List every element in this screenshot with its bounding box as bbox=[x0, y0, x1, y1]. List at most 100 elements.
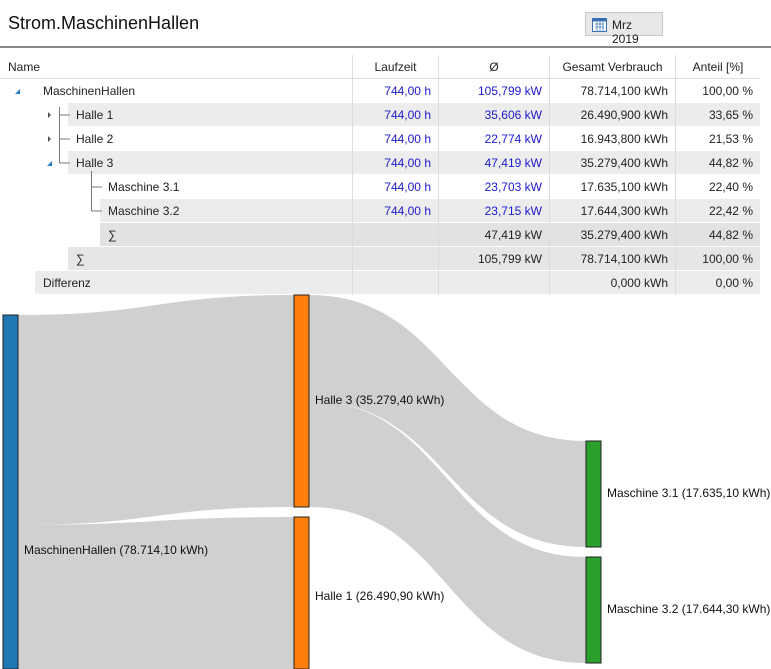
row-value: 22,42 % bbox=[708, 204, 753, 218]
column-separator bbox=[438, 127, 439, 151]
header-row bbox=[0, 55, 760, 79]
row-name: Halle 2 bbox=[76, 132, 114, 146]
node-label: Maschine 3.2 (17.644,30 kWh) bbox=[607, 602, 770, 616]
row-value: 100,00 % bbox=[702, 252, 753, 266]
row-name: ∑ bbox=[76, 252, 85, 266]
sankey-node bbox=[2, 314, 19, 669]
row-value: 78.714,100 kWh bbox=[580, 252, 668, 266]
column-separator bbox=[352, 223, 353, 247]
row-value: 78.714,100 kWh bbox=[580, 84, 668, 98]
row-value: 744,00 h bbox=[384, 156, 431, 170]
table-row[interactable] bbox=[35, 79, 760, 103]
row-value: 44,82 % bbox=[708, 228, 753, 242]
expander-open bbox=[47, 161, 52, 166]
tree-line bbox=[59, 107, 102, 212]
row-value: 105,799 kW bbox=[477, 252, 542, 266]
row-name: Maschine 3.2 bbox=[108, 204, 180, 218]
table-row[interactable] bbox=[68, 127, 760, 151]
period-label: Mrz 2019 bbox=[612, 18, 639, 46]
column-separator bbox=[438, 199, 439, 223]
column-separator bbox=[549, 271, 550, 295]
column-separator bbox=[675, 247, 676, 271]
column-header: Name bbox=[8, 60, 41, 74]
column-separator bbox=[549, 175, 550, 199]
node-label: Halle 1 (26.490,90 kWh) bbox=[315, 589, 444, 603]
divider bbox=[0, 46, 771, 48]
tree-lines bbox=[15, 89, 102, 212]
row-name: Differenz bbox=[43, 276, 91, 290]
row-value: 23,715 kW bbox=[484, 204, 542, 218]
table-row[interactable] bbox=[68, 151, 760, 175]
table-row[interactable] bbox=[100, 175, 760, 199]
column-separator bbox=[352, 199, 353, 223]
table-row[interactable] bbox=[68, 247, 760, 271]
column-separator bbox=[352, 103, 353, 127]
table-row[interactable] bbox=[35, 271, 760, 295]
column-separator bbox=[675, 199, 676, 223]
sankey-node bbox=[293, 294, 310, 508]
row-value: 47,419 kW bbox=[484, 228, 542, 242]
row-value: 744,00 h bbox=[384, 84, 431, 98]
column-separator bbox=[352, 271, 353, 295]
column-separator bbox=[675, 127, 676, 151]
column-separator bbox=[549, 199, 550, 223]
period-button[interactable]: Mrz 2019 bbox=[585, 12, 663, 46]
column-separator bbox=[438, 79, 439, 103]
row-value: 44,82 % bbox=[708, 156, 753, 170]
column-separator bbox=[438, 271, 439, 295]
column-header: Anteil [%] bbox=[675, 55, 760, 79]
column-separator bbox=[675, 223, 676, 247]
row-name: ∑ bbox=[108, 228, 117, 242]
row-value: 35,606 kW bbox=[484, 108, 542, 122]
expander-closed bbox=[48, 112, 51, 118]
column-separator bbox=[549, 247, 550, 271]
sankey-link bbox=[309, 295, 586, 547]
column-separator bbox=[352, 247, 353, 271]
row-value: 105,799 kW bbox=[477, 84, 542, 98]
row-value: 22,774 kW bbox=[484, 132, 542, 146]
expander-closed bbox=[48, 136, 51, 142]
row-value: 0,000 kWh bbox=[610, 276, 668, 290]
column-separator bbox=[438, 175, 439, 199]
sankey-link bbox=[309, 401, 586, 663]
column-separator bbox=[675, 103, 676, 127]
sankey-node bbox=[585, 440, 602, 548]
column-separator bbox=[438, 103, 439, 127]
column-separator bbox=[438, 151, 439, 175]
column-separator bbox=[549, 79, 550, 103]
column-separator bbox=[438, 247, 439, 271]
column-separator bbox=[352, 175, 353, 199]
column-separator bbox=[352, 127, 353, 151]
sankey-node bbox=[293, 516, 310, 669]
table-row[interactable] bbox=[100, 199, 760, 223]
row-value: 744,00 h bbox=[384, 132, 431, 146]
table-row[interactable] bbox=[100, 223, 760, 247]
row-value: 47,419 kW bbox=[484, 156, 542, 170]
row-value: 100,00 % bbox=[702, 84, 753, 98]
page-title: Strom.MaschinenHallen bbox=[8, 13, 200, 33]
row-value: 22,40 % bbox=[708, 180, 753, 194]
row-value: 33,65 % bbox=[708, 108, 753, 122]
row-value: 744,00 h bbox=[384, 180, 431, 194]
row-value: 17.635,100 kWh bbox=[580, 180, 668, 194]
row-value: 26.490,900 kWh bbox=[580, 108, 668, 122]
table-row[interactable] bbox=[68, 103, 760, 127]
row-value: 35.279,400 kWh bbox=[580, 156, 668, 170]
row-name: Halle 3 bbox=[76, 156, 114, 170]
column-header: Laufzeit bbox=[352, 55, 438, 79]
column-header: Gesamt Verbrauch bbox=[549, 55, 675, 79]
row-value: 21,53 % bbox=[708, 132, 753, 146]
calendar-icon bbox=[592, 18, 607, 32]
column-separator bbox=[675, 271, 676, 295]
row-name: MaschinenHallen bbox=[43, 84, 136, 98]
column-header: Ø bbox=[438, 55, 549, 79]
row-value: 16.943,800 kWh bbox=[580, 132, 668, 146]
row-value: 35.279,400 kWh bbox=[580, 228, 668, 242]
row-name: Maschine 3.1 bbox=[108, 180, 180, 194]
column-separator bbox=[352, 79, 353, 103]
row-value: 744,00 h bbox=[384, 204, 431, 218]
column-separator bbox=[675, 151, 676, 175]
row-value: 17.644,300 kWh bbox=[580, 204, 668, 218]
column-separator bbox=[549, 223, 550, 247]
